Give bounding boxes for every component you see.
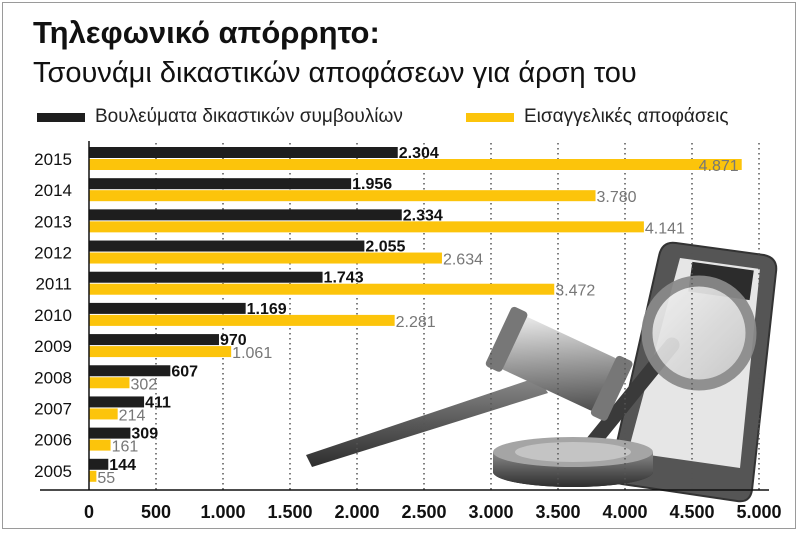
bar-prosecutor-decisions (89, 408, 118, 420)
x-tick-label: 2.000 (334, 502, 379, 522)
bar-council-rulings (89, 209, 402, 221)
bar-prosecutor-decisions (89, 252, 442, 264)
value-label-council-rulings: 1.169 (247, 301, 287, 318)
value-label-prosecutor-decisions: 3.472 (555, 283, 595, 300)
bar-prosecutor-decisions (89, 470, 97, 482)
y-category-label: 2015 (34, 150, 72, 169)
chart-subtitle: Τσουνάμι δικαστικών αποφάσεων για άρση τ… (33, 57, 637, 89)
y-category-label: 2010 (34, 306, 72, 325)
value-label-prosecutor-decisions: 4.871 (699, 158, 739, 175)
value-label-prosecutor-decisions: 2.281 (396, 314, 436, 331)
value-label-prosecutor-decisions: 2.634 (443, 252, 483, 269)
y-category-label: 2011 (35, 275, 72, 294)
bar-council-rulings (89, 271, 323, 283)
x-tick-label: 2.500 (401, 502, 446, 522)
value-label-council-rulings: 1.743 (324, 270, 364, 287)
x-tick-label: 4.500 (669, 502, 714, 522)
x-tick-label: 3.000 (468, 502, 513, 522)
value-label-council-rulings: 2.304 (399, 145, 439, 162)
bar-prosecutor-decisions (89, 283, 555, 295)
x-tick-label: 1.000 (200, 502, 245, 522)
x-tick-label: 4.000 (602, 502, 647, 522)
value-label-council-rulings: 2.334 (403, 207, 443, 224)
bar-prosecutor-decisions (89, 439, 111, 451)
legend-item-prosecutor-decisions: Εισαγγελικές αποφάσεις (466, 106, 728, 128)
bar-council-rulings (89, 302, 246, 314)
value-label-prosecutor-decisions: 3.780 (597, 189, 637, 206)
legend-swatch-yellow (466, 112, 514, 122)
y-category-label: 2013 (34, 212, 72, 231)
axes: 0 500 1.000 1.500 2.000 2.500 3.000 3.500 4.000 4… (34, 141, 782, 522)
bar-council-rulings (89, 365, 171, 377)
value-labels: 2.304 4.871 1.956 3.780 2.334 4.141 2.055 2.634… (97, 145, 738, 487)
bar-council-rulings (89, 147, 398, 158)
legend-swatch-black (37, 112, 85, 122)
bar-prosecutor-decisions (89, 221, 644, 233)
value-label-prosecutor-decisions: 214 (119, 407, 146, 424)
y-category-label: 2012 (34, 244, 72, 263)
x-tick-label: 1.500 (267, 502, 312, 522)
bar-council-rulings (89, 240, 365, 252)
bar-prosecutor-decisions (89, 346, 232, 358)
legend-label: Εισαγγελικές αποφάσεις (524, 106, 729, 127)
y-category-label: 2009 (34, 337, 72, 356)
value-label-council-rulings: 970 (220, 332, 247, 349)
y-category-label: 2005 (34, 462, 72, 481)
bar-council-rulings (89, 427, 131, 439)
bar-prosecutor-decisions (89, 159, 742, 170)
value-label-council-rulings: 144 (109, 457, 136, 474)
bar-council-rulings (89, 458, 109, 470)
x-tick-label: 500 (141, 502, 171, 522)
bar-council-rulings (89, 178, 352, 190)
legend-label: Βουλεύματα δικαστικών συμβουλίων (95, 106, 403, 127)
x-tick-label: 0 (84, 502, 94, 522)
bar-prosecutor-decisions (89, 377, 130, 389)
value-label-council-rulings: 411 (145, 394, 171, 411)
value-label-council-rulings: 1.956 (352, 176, 392, 193)
y-category-label: 2007 (34, 399, 72, 418)
bars (89, 147, 742, 482)
value-label-prosecutor-decisions: 161 (112, 439, 139, 456)
gavel-icon (306, 306, 653, 487)
bar-prosecutor-decisions (89, 314, 395, 326)
bar-council-rulings (89, 334, 219, 346)
value-label-prosecutor-decisions: 4.141 (645, 220, 685, 237)
value-label-prosecutor-decisions: 55 (97, 470, 115, 487)
x-tick-label: 3.500 (535, 502, 580, 522)
value-label-council-rulings: 309 (131, 426, 158, 443)
value-label-council-rulings: 2.055 (365, 239, 405, 256)
bar-council-rulings (89, 396, 145, 408)
value-label-prosecutor-decisions: 302 (130, 376, 157, 393)
value-label-prosecutor-decisions: 1.061 (232, 345, 272, 362)
chart-title: Τηλεφωνικό απόρρητο: (33, 15, 380, 50)
magnifier-icon (586, 275, 757, 449)
bar-prosecutor-decisions (89, 190, 596, 202)
legend-item-council-rulings: Βουλεύματα δικαστικών συμβουλίων (37, 106, 403, 128)
y-category-label: 2006 (34, 431, 72, 450)
y-category-label: 2008 (34, 368, 72, 387)
gavel-and-phone-illustration (306, 241, 778, 503)
y-category-label: 2014 (34, 181, 72, 200)
value-label-council-rulings: 607 (171, 363, 198, 380)
x-tick-label: 5.000 (736, 502, 781, 522)
